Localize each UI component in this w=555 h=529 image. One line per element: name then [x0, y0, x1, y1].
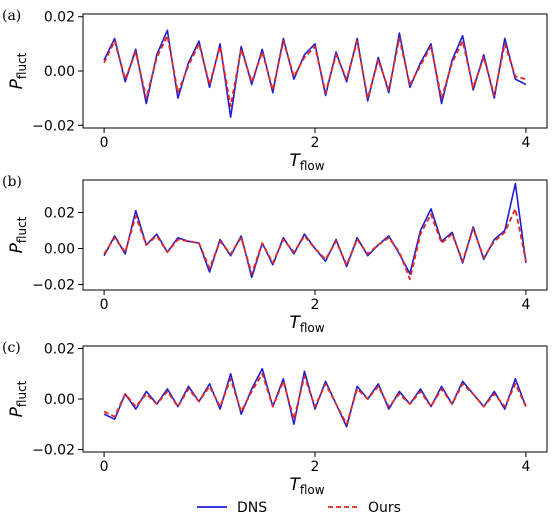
x-tick-label: 2	[311, 135, 320, 151]
y-tick-label: −0.02	[32, 118, 75, 134]
series-line-dns	[103, 182, 527, 279]
x-tick-label: 4	[521, 297, 530, 313]
series-line-ours	[103, 372, 527, 426]
legend: DNS Ours	[197, 500, 401, 516]
y-tick-label: −0.02	[32, 278, 75, 294]
y-axis-label: Pfluct	[7, 52, 29, 89]
series-line-ours	[103, 207, 527, 281]
x-tick-label: 0	[100, 135, 109, 151]
panel-3: (c) 0 2 4 −0.02 0.00 0.02 Tflow Pfluct	[2, 340, 548, 497]
x-tick-label: 2	[311, 297, 320, 313]
x-tick-label: 0	[100, 459, 109, 475]
y-tick-label: −0.02	[32, 442, 75, 458]
y-tick-label: 0.00	[44, 392, 75, 408]
plot-frame	[82, 179, 548, 291]
panel-2: (b) 0 2 4 −0.02 0.00 0.02 Tflow Pfluct	[2, 174, 548, 335]
x-tick-label: 2	[311, 459, 320, 475]
series-line-dns	[103, 29, 527, 118]
y-axis-label: Pfluct	[7, 216, 29, 253]
x-tick-label: 4	[521, 135, 530, 151]
panel-1: (a) 0 2 4 −0.02 0.00 0.02 Tflow Pfluct	[2, 8, 548, 173]
x-tick-label: 0	[100, 297, 109, 313]
legend-label-ours: Ours	[368, 500, 401, 516]
series-line-ours	[103, 34, 527, 108]
panel-label: (c)	[2, 340, 21, 356]
legend-label-dns: DNS	[237, 500, 267, 516]
series-line-dns	[103, 367, 527, 428]
y-tick-label: 0.02	[44, 10, 75, 26]
x-tick-label: 4	[521, 459, 530, 475]
y-tick-label: 0.02	[44, 342, 75, 358]
y-axis-label: Pfluct	[7, 380, 29, 417]
x-axis-label: Tflow	[289, 313, 324, 335]
y-tick-label: 0.02	[44, 205, 75, 221]
panel-label: (a)	[2, 8, 21, 24]
panel-label: (b)	[2, 174, 22, 190]
y-tick-label: 0.00	[44, 64, 75, 80]
y-tick-label: 0.00	[44, 242, 75, 258]
x-axis-label: Tflow	[289, 151, 324, 173]
x-axis-label: Tflow	[289, 475, 324, 497]
